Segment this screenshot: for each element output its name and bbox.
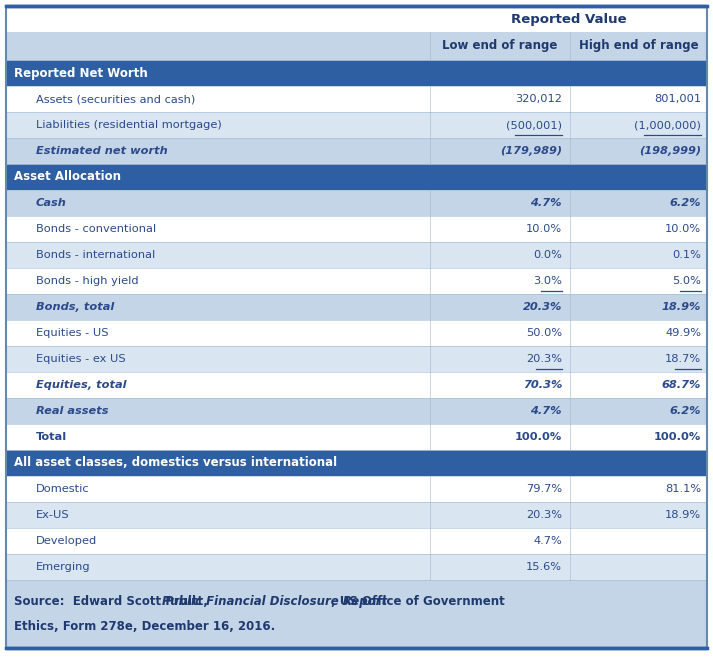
Bar <box>6 476 707 502</box>
Bar <box>6 86 707 112</box>
Text: Liabilities (residential mortgage): Liabilities (residential mortgage) <box>36 120 222 130</box>
Text: Public Financial Disclosure Report: Public Financial Disclosure Report <box>163 595 388 608</box>
Text: 15.6%: 15.6% <box>526 562 562 572</box>
Text: Assets (securities and cash): Assets (securities and cash) <box>36 94 195 104</box>
Bar <box>6 346 707 372</box>
Text: Source:  Edward Scott Pruitt,: Source: Edward Scott Pruitt, <box>14 595 212 608</box>
Text: 18.9%: 18.9% <box>665 510 701 520</box>
Bar <box>6 398 707 424</box>
Text: 100.0%: 100.0% <box>654 432 701 442</box>
Text: (500,001): (500,001) <box>506 120 562 130</box>
Text: Equities - ex US: Equities - ex US <box>36 354 125 364</box>
Text: 801,001: 801,001 <box>654 94 701 104</box>
Text: 18.7%: 18.7% <box>665 354 701 364</box>
Text: 6.2%: 6.2% <box>670 198 701 208</box>
Text: Reported Value: Reported Value <box>511 13 626 25</box>
Text: 20.3%: 20.3% <box>526 354 562 364</box>
Text: (179,989): (179,989) <box>500 146 562 156</box>
Text: 4.7%: 4.7% <box>533 536 562 546</box>
Text: 0.1%: 0.1% <box>672 250 701 260</box>
Text: 6.2%: 6.2% <box>670 406 701 416</box>
Bar <box>6 6 707 32</box>
Bar <box>6 580 707 648</box>
Text: Real assets: Real assets <box>36 406 108 416</box>
Text: 18.9%: 18.9% <box>662 302 701 312</box>
Text: 68.7%: 68.7% <box>662 380 701 390</box>
Text: Asset Allocation: Asset Allocation <box>14 171 121 183</box>
Text: 320,012: 320,012 <box>515 94 562 104</box>
Text: Low end of range: Low end of range <box>442 39 558 53</box>
Text: 3.0%: 3.0% <box>533 276 562 286</box>
Text: (1,000,000): (1,000,000) <box>634 120 701 130</box>
Text: 70.3%: 70.3% <box>523 380 562 390</box>
Text: 100.0%: 100.0% <box>515 432 562 442</box>
Text: Bonds - conventional: Bonds - conventional <box>36 224 156 234</box>
Text: 0.0%: 0.0% <box>533 250 562 260</box>
Text: Developed: Developed <box>36 536 97 546</box>
Text: Bonds - international: Bonds - international <box>36 250 155 260</box>
Text: Cash: Cash <box>36 198 67 208</box>
Text: Equities - US: Equities - US <box>36 328 108 338</box>
Bar <box>6 450 707 476</box>
Text: 20.3%: 20.3% <box>523 302 562 312</box>
Text: 49.9%: 49.9% <box>665 328 701 338</box>
Bar <box>6 294 707 320</box>
Text: Reported Net Worth: Reported Net Worth <box>14 67 148 79</box>
Bar <box>6 320 707 346</box>
Text: 50.0%: 50.0% <box>526 328 562 338</box>
Text: 10.0%: 10.0% <box>665 224 701 234</box>
Bar <box>6 528 707 554</box>
Text: Estimated net worth: Estimated net worth <box>36 146 168 156</box>
Text: 79.7%: 79.7% <box>526 484 562 494</box>
Text: Ethics, Form 278e, December 16, 2016.: Ethics, Form 278e, December 16, 2016. <box>14 620 275 633</box>
Text: 4.7%: 4.7% <box>530 198 562 208</box>
Bar <box>6 502 707 528</box>
Bar <box>6 554 707 580</box>
Text: Total: Total <box>36 432 67 442</box>
Bar <box>6 268 707 294</box>
Text: Domestic: Domestic <box>36 484 90 494</box>
Text: Bonds - high yield: Bonds - high yield <box>36 276 138 286</box>
Text: 5.0%: 5.0% <box>672 276 701 286</box>
Text: Equities, total: Equities, total <box>36 380 126 390</box>
Bar <box>6 32 707 60</box>
Bar <box>6 372 707 398</box>
Text: 4.7%: 4.7% <box>530 406 562 416</box>
Text: 81.1%: 81.1% <box>665 484 701 494</box>
Text: High end of range: High end of range <box>579 39 698 53</box>
Text: Ex-US: Ex-US <box>36 510 70 520</box>
Text: Emerging: Emerging <box>36 562 91 572</box>
Bar <box>6 60 707 86</box>
Bar <box>6 216 707 242</box>
Bar <box>6 164 707 190</box>
Text: , US Office of Government: , US Office of Government <box>331 595 505 608</box>
Text: All asset classes, domestics versus international: All asset classes, domestics versus inte… <box>14 456 337 470</box>
Bar <box>6 424 707 450</box>
Bar <box>6 190 707 216</box>
Bar <box>6 242 707 268</box>
Text: (198,999): (198,999) <box>639 146 701 156</box>
Bar <box>6 112 707 138</box>
Bar <box>6 138 707 164</box>
Text: 10.0%: 10.0% <box>526 224 562 234</box>
Text: 20.3%: 20.3% <box>526 510 562 520</box>
Text: Bonds, total: Bonds, total <box>36 302 114 312</box>
